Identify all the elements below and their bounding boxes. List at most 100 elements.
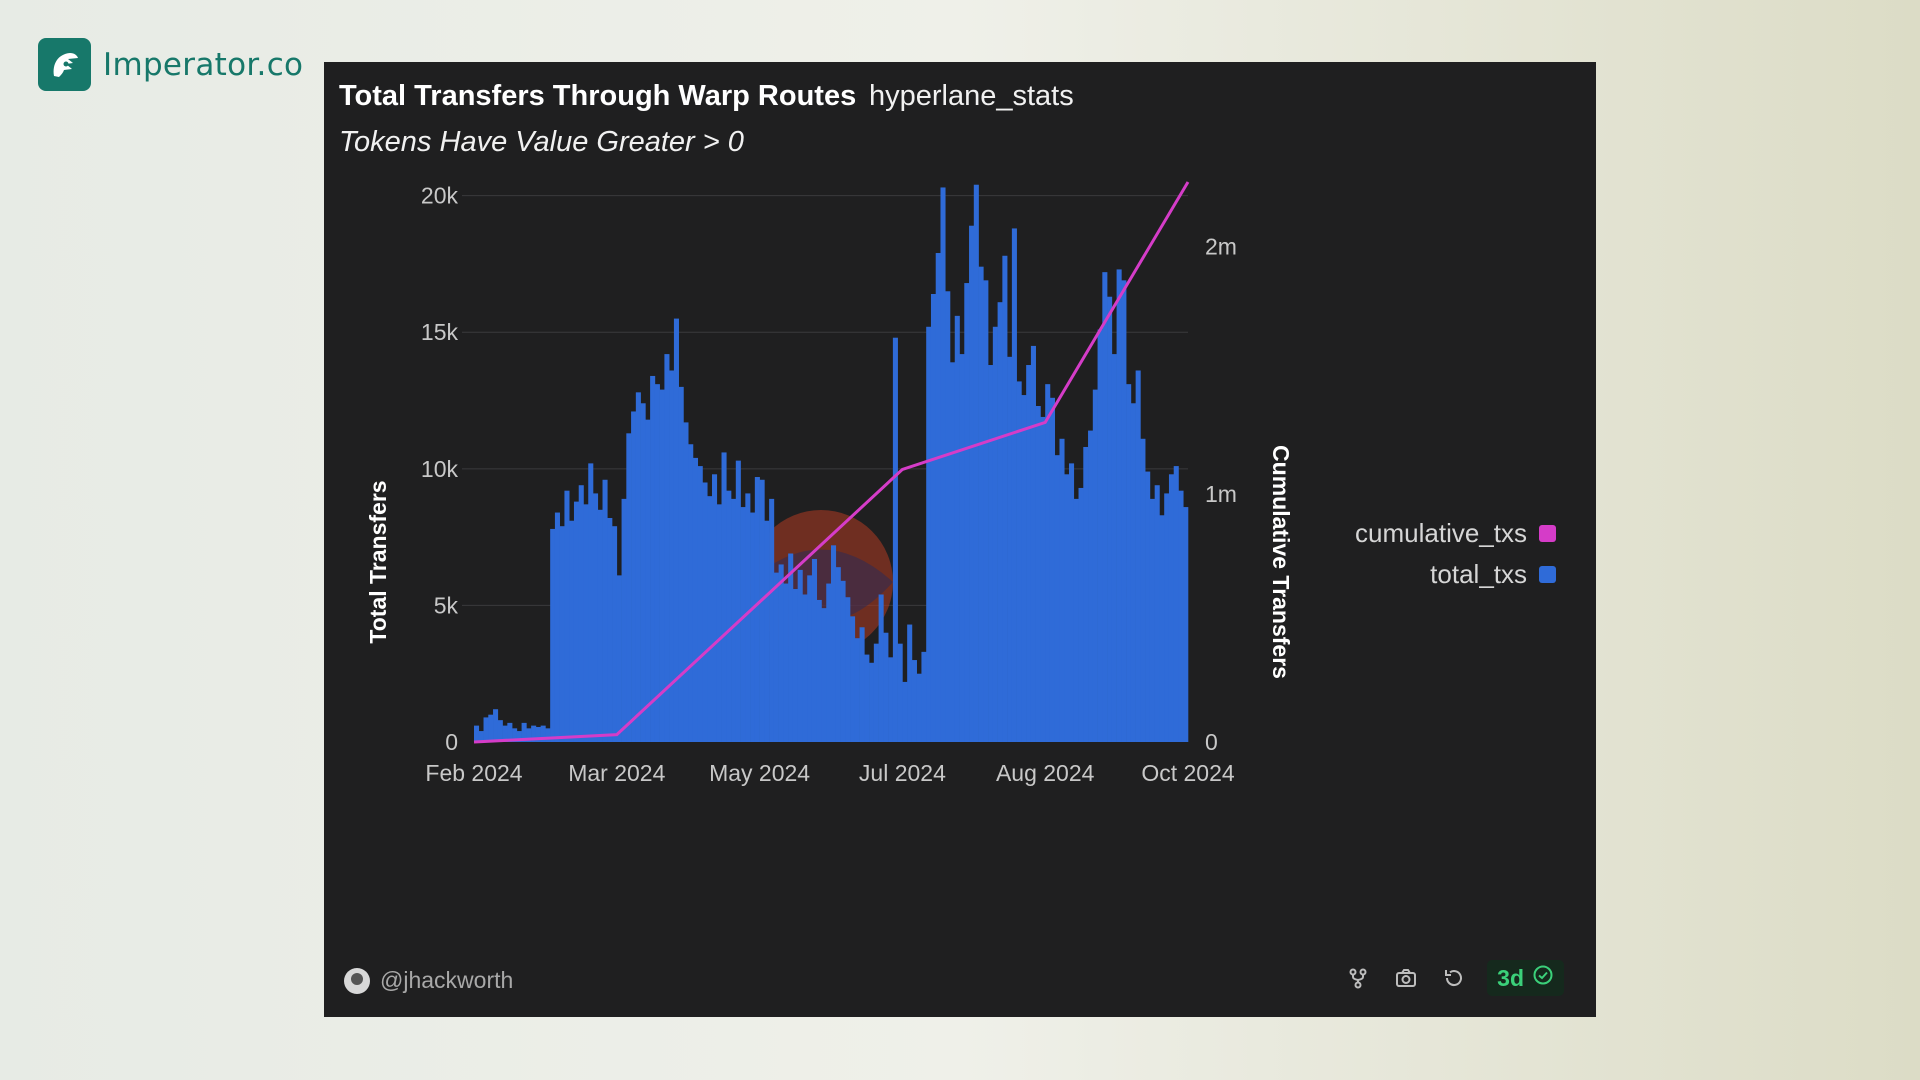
bar-total-txs [507,722,513,742]
bar-total-txs [811,558,818,742]
cumulative-line [473,181,1190,744]
bar-total-txs [1178,490,1184,742]
bar-total-txs [831,545,837,742]
bar-total-txs [997,302,1003,742]
legend-item-total[interactable]: total_txs [1430,559,1556,590]
chart-source[interactable]: hyperlane_stats [869,80,1074,112]
bar-total-txs [526,728,532,742]
bar-total-txs [731,498,737,742]
bar-total-txs [669,370,675,742]
bar-total-txs [930,294,937,742]
y2-tick-label: 2m [1205,233,1237,259]
bar-total-txs [897,643,903,742]
bar-total-txs [883,632,889,742]
bar-total-txs [1040,416,1046,742]
bar-total-txs [564,490,570,742]
y-tick-label: 5k [434,592,459,618]
bar-total-txs [1021,395,1027,742]
camera-icon[interactable] [1391,963,1421,993]
author-link[interactable]: @jhackworth [344,967,513,994]
bar-total-txs [1183,507,1189,742]
bar-total-txs [845,597,851,742]
bar-total-txs [521,722,527,742]
bar-total-txs [859,627,865,742]
bar-total-txs [1149,498,1155,742]
bar-total-txs [673,318,679,742]
bar-total-txs [783,583,789,742]
bar-total-txs [816,599,822,742]
bar-total-txs [835,567,841,742]
y2-axis-label: Cumulative Transfers [1268,445,1294,679]
bar-series [474,184,1189,743]
bar-total-txs [659,389,665,742]
bar-total-txs [1073,498,1079,742]
bar-total-txs [854,638,860,742]
spartan-helmet-icon [38,38,91,91]
bar-total-txs [588,463,594,742]
legend-item-cumulative[interactable]: cumulative_txs [1355,518,1556,549]
bar-total-txs [1083,446,1089,742]
fork-icon[interactable] [1343,963,1373,993]
bar-total-txs [745,493,751,742]
bar-total-txs [945,291,951,742]
bar-total-txs [888,657,894,742]
bar-total-txs [921,651,927,742]
bar-total-txs [688,444,694,742]
bar-total-txs [616,575,622,742]
bar-total-txs [502,725,508,742]
bar-total-txs [750,512,756,742]
bar-total-txs [1097,329,1103,742]
x-tick-label: Aug 2024 [996,760,1095,786]
bar-total-txs [721,452,727,742]
bar-total-txs [1111,354,1117,742]
legend-label-total: total_txs [1430,559,1527,589]
bar-total-txs [788,553,794,742]
y-axis-ticks: 0 5k 10k 15k 20k [421,183,459,755]
bar-total-txs [1159,515,1165,742]
bar-total-txs [911,660,917,742]
bar-total-txs [573,501,580,742]
y-tick-label: 10k [421,456,459,482]
x-tick-label: Oct 2024 [1141,760,1235,786]
bar-total-txs [654,384,660,742]
brand[interactable]: Imperator.co [38,38,303,91]
bar-total-txs [954,315,960,742]
bar-total-txs [773,572,779,742]
bar-total-txs [483,717,489,742]
bar-total-txs [964,283,970,742]
bar-total-txs [512,728,518,742]
bar-total-txs [683,422,689,742]
bar-total-txs [754,477,760,742]
bar-total-txs [778,564,784,742]
bar-total-txs [493,709,499,742]
bar-total-txs [712,474,718,742]
bar-total-txs [959,354,965,742]
bar-total-txs [1173,466,1179,742]
bar-total-txs [902,681,908,742]
refresh-status-badge[interactable]: 3d [1487,960,1564,996]
brand-name: Imperator.co [103,46,304,83]
chart-title: Total Transfers Through Warp Routes [339,80,857,112]
bar-total-txs [1026,365,1032,742]
bar-total-txs [650,375,656,742]
bar-total-txs [612,526,618,742]
bar-total-txs [478,731,484,742]
bar-total-txs [907,624,913,742]
bar-total-txs [1011,228,1017,742]
chart-subtitle: Tokens Have Value Greater > 0 [339,126,744,158]
refresh-icon[interactable] [1439,963,1469,993]
bar-total-txs [578,485,584,742]
bar-total-txs [1088,430,1094,742]
bar-total-txs [869,662,875,742]
bar-total-txs [1121,280,1127,742]
bar-total-txs [631,411,637,742]
bar-total-txs [1130,403,1136,742]
x-tick-label: Jul 2024 [859,760,946,786]
bar-total-txs [621,498,627,742]
bar-total-txs [607,518,613,742]
author-name: @jhackworth [380,967,514,993]
bar-total-txs [864,654,870,742]
x-tick-label: May 2024 [709,760,810,786]
refresh-label: 3d [1497,964,1524,991]
y-tick-label: 0 [445,729,458,755]
